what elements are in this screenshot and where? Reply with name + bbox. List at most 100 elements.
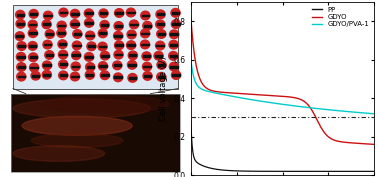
Bar [100,13,107,14]
Circle shape [15,32,24,41]
Bar [157,13,164,15]
Bar [71,13,79,15]
Circle shape [169,40,178,49]
Circle shape [115,41,124,50]
Bar [30,13,37,15]
Circle shape [84,53,94,61]
Bar [99,32,107,34]
Bar [115,54,122,56]
Bar [32,75,39,76]
Ellipse shape [22,116,132,135]
Bar [158,76,165,78]
Circle shape [15,10,25,19]
Circle shape [71,51,81,60]
Circle shape [43,40,52,49]
Bar [142,15,149,16]
Bar [73,45,81,46]
Circle shape [57,29,66,38]
Circle shape [98,42,107,51]
Bar [129,64,136,66]
Circle shape [129,20,139,29]
Bar [170,33,178,35]
Circle shape [169,62,178,71]
Circle shape [17,72,26,81]
Circle shape [156,20,165,29]
Circle shape [85,71,94,79]
Bar [16,35,23,37]
Bar [74,33,81,35]
Bar [87,35,94,36]
Circle shape [43,11,53,20]
Bar [72,65,79,67]
Bar [29,32,37,34]
Bar [158,33,165,35]
Bar [130,24,138,25]
Bar [46,33,53,35]
Circle shape [171,8,180,17]
Bar [170,66,178,68]
Circle shape [59,50,68,59]
Polygon shape [13,5,178,88]
Bar [143,66,151,67]
Circle shape [17,63,26,71]
Circle shape [42,70,51,79]
Circle shape [84,9,93,18]
Circle shape [157,61,166,69]
Circle shape [45,30,54,38]
Bar [73,55,80,56]
Circle shape [143,62,152,71]
Bar [18,66,25,68]
Circle shape [155,41,165,50]
Bar [85,22,93,24]
Circle shape [28,20,37,29]
Circle shape [142,52,151,61]
Bar [71,76,79,77]
Ellipse shape [13,146,105,161]
Bar [144,25,151,27]
Circle shape [42,61,52,70]
Bar [127,44,135,46]
Legend: PP, GDYO, GDYO/PVA-1: PP, GDYO, GDYO/PVA-1 [310,5,371,29]
Circle shape [17,42,26,50]
Circle shape [28,29,37,38]
Bar [58,32,65,34]
Circle shape [128,51,137,60]
Bar [172,12,179,14]
Ellipse shape [31,134,123,147]
Bar [59,64,67,65]
Bar [156,24,164,25]
Bar [60,12,67,13]
Circle shape [29,10,38,18]
Circle shape [171,20,181,28]
Circle shape [127,30,136,39]
Bar [101,55,108,56]
Circle shape [113,32,123,40]
Bar [129,55,136,56]
Circle shape [16,19,25,28]
Bar [43,24,50,25]
Circle shape [45,51,54,59]
Circle shape [31,71,40,80]
Bar [87,66,94,68]
Polygon shape [11,94,180,172]
Circle shape [85,63,95,71]
Circle shape [16,52,26,61]
Circle shape [85,31,95,40]
Bar [29,45,36,47]
Bar [44,15,52,16]
Circle shape [98,29,107,38]
Circle shape [143,72,152,80]
Circle shape [70,20,79,28]
Bar [129,77,136,79]
Circle shape [100,21,109,29]
Bar [156,45,164,46]
Bar [17,56,25,58]
Bar [71,23,79,25]
Circle shape [172,71,181,79]
Bar [115,44,123,46]
Bar [115,25,122,27]
Circle shape [72,41,82,50]
Circle shape [28,42,37,50]
Circle shape [59,8,68,17]
Circle shape [141,29,150,38]
